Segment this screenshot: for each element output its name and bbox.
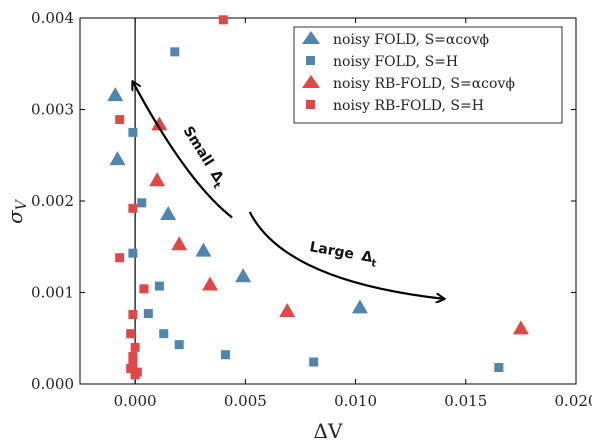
data-point-series-3 bbox=[126, 329, 136, 339]
data-point-series-2 bbox=[171, 236, 188, 251]
data-point-series-1 bbox=[143, 309, 153, 319]
data-point-series-2 bbox=[512, 320, 529, 335]
data-point-series-3 bbox=[128, 352, 138, 362]
legend-label-fold-alpha: noisy FOLD, S=αcovϕ bbox=[333, 32, 489, 48]
data-points bbox=[107, 15, 529, 380]
data-point-series-2 bbox=[151, 116, 168, 131]
large-dt-arrow bbox=[248, 211, 444, 299]
data-point-series-1 bbox=[128, 248, 138, 258]
x-tick-label: 0.000 bbox=[114, 392, 157, 410]
data-point-series-1 bbox=[154, 281, 164, 291]
legend-marker-fold-alpha bbox=[302, 31, 320, 44]
data-point-series-1 bbox=[220, 350, 230, 360]
y-tick-label: 0.004 bbox=[31, 9, 74, 27]
x-tick-label: 0.005 bbox=[224, 392, 267, 410]
data-point-series-2 bbox=[149, 172, 166, 187]
data-point-series-0 bbox=[160, 206, 177, 221]
legend-marker-rbfold-h bbox=[306, 100, 315, 109]
y-tick-label: 0.000 bbox=[31, 375, 74, 393]
data-point-series-1 bbox=[170, 47, 180, 57]
legend-label-fold-h: noisy FOLD, S=H bbox=[333, 54, 458, 70]
x-tick-label: 0.015 bbox=[444, 392, 487, 410]
y-tick-label: 0.001 bbox=[31, 284, 74, 302]
x-axis-title: ΔV bbox=[314, 419, 343, 442]
axis-ticks bbox=[80, 17, 577, 385]
small-dt-arrow bbox=[133, 82, 233, 219]
data-point-series-2 bbox=[202, 276, 219, 291]
data-point-series-3 bbox=[130, 370, 140, 380]
data-point-series-2 bbox=[279, 303, 296, 318]
legend-marker-rbfold-alpha bbox=[302, 75, 320, 88]
data-point-series-1 bbox=[137, 198, 147, 208]
data-point-series-1 bbox=[128, 127, 138, 137]
data-point-series-3 bbox=[115, 253, 125, 263]
legend-label-rbfold-h: noisy RB-FOLD, S=H bbox=[333, 98, 484, 114]
y-tick-label: 0.002 bbox=[31, 192, 74, 210]
y-tick-label: 0.003 bbox=[31, 101, 74, 119]
data-point-series-3 bbox=[128, 309, 138, 319]
data-point-series-3 bbox=[128, 203, 138, 213]
data-point-series-3 bbox=[115, 115, 125, 125]
data-point-series-3 bbox=[218, 15, 228, 25]
legend: noisy FOLD, S=αcovϕ noisy FOLD, S=H nois… bbox=[293, 26, 563, 124]
small-dt-label: Small Δt bbox=[177, 124, 229, 191]
axis-tick-labels: 0.000 0.005 0.010 0.015 0.020 0.000 0.001 0.002… bbox=[31, 9, 592, 410]
data-point-series-0 bbox=[351, 299, 368, 314]
y-axis-title: σV bbox=[3, 198, 30, 224]
data-point-series-3 bbox=[139, 284, 149, 294]
legend-box bbox=[293, 26, 563, 124]
data-point-series-1 bbox=[309, 357, 319, 367]
x-tick-label: 0.010 bbox=[334, 392, 377, 410]
data-point-series-3 bbox=[126, 363, 136, 373]
legend-label-rbfold-alpha: noisy RB-FOLD, S=αcovϕ bbox=[333, 76, 515, 92]
data-point-series-0 bbox=[109, 151, 126, 166]
data-point-series-1 bbox=[174, 340, 184, 350]
data-point-series-1 bbox=[494, 363, 504, 373]
data-point-series-0 bbox=[235, 268, 252, 283]
data-point-series-0 bbox=[107, 87, 124, 102]
large-dt-label: Large Δt bbox=[308, 239, 379, 270]
data-point-series-0 bbox=[195, 242, 212, 257]
data-point-series-3 bbox=[128, 359, 138, 369]
x-tick-label: 0.020 bbox=[555, 392, 592, 410]
data-point-series-3 bbox=[130, 342, 140, 352]
legend-marker-fold-h bbox=[306, 56, 315, 65]
data-point-series-1 bbox=[159, 329, 169, 339]
